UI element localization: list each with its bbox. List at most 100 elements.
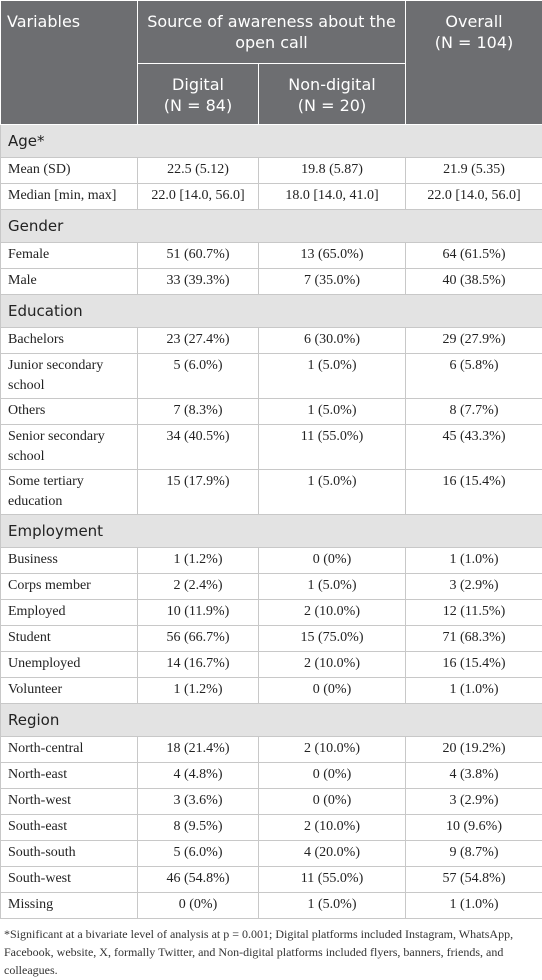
data-row: North-west 3 (3.6%) 0 (0%) 3 (2.9%)	[0, 788, 542, 815]
row-label: Median [min, max]	[0, 183, 138, 210]
data-cell: 33 (39.3%)	[137, 268, 259, 295]
data-cell: 22.0 [14.0, 56.0]	[137, 183, 259, 210]
data-row: Unemployed 14 (16.7%) 2 (10.0%) 16 (15.4%)	[0, 651, 542, 678]
data-cell: 7 (35.0%)	[258, 268, 406, 295]
data-cell: 1 (1.0%)	[405, 547, 542, 574]
section-row: Gender	[0, 209, 542, 243]
header-row: Digital (N = 84) Non-digital (N = 20)	[1, 63, 542, 125]
row-label: Missing	[0, 892, 138, 919]
data-cell: 6 (5.8%)	[405, 353, 542, 399]
header-cell: Digital (N = 84)	[137, 63, 259, 125]
data-cell: 1 (5.0%)	[258, 892, 406, 919]
header-cell: Non-digital (N = 20)	[258, 63, 406, 125]
data-cell: 2 (10.0%)	[258, 651, 406, 678]
data-cell: 5 (6.0%)	[137, 840, 259, 867]
data-cell: 3 (3.6%)	[137, 788, 259, 815]
header-n: (N = 104)	[434, 33, 514, 52]
data-row: Median [min, max] 22.0 [14.0, 56.0] 18.0 […	[0, 183, 542, 210]
data-cell: 2 (10.0%)	[258, 736, 406, 763]
row-label: Male	[0, 268, 138, 295]
data-row: North-central 18 (21.4%) 2 (10.0%) 20 (19.2…	[0, 736, 542, 763]
data-cell: 22.0 [14.0, 56.0]	[405, 183, 542, 210]
data-cell: 2 (10.0%)	[258, 599, 406, 626]
data-cell: 1 (1.0%)	[405, 677, 542, 704]
data-cell: 21.9 (5.35)	[405, 157, 542, 184]
header-label: Non-digital	[288, 75, 376, 94]
data-cell: 12 (11.5%)	[405, 599, 542, 626]
header-cell: Source of awareness about the open call	[137, 0, 406, 64]
data-cell: 1 (5.0%)	[258, 469, 406, 515]
data-cell: 23 (27.4%)	[137, 327, 259, 354]
row-label: North-central	[0, 736, 138, 763]
section-row: Region	[0, 703, 542, 737]
data-row: Business 1 (1.2%) 0 (0%) 1 (1.0%)	[0, 547, 542, 574]
data-cell: 18 (21.4%)	[137, 736, 259, 763]
row-label: South-west	[0, 866, 138, 893]
data-cell: 8 (7.7%)	[405, 398, 542, 425]
data-row: Female 51 (60.7%) 13 (65.0%) 64 (61.5%)	[0, 242, 542, 269]
row-label: Female	[0, 242, 138, 269]
section-row: Age*	[0, 124, 542, 158]
data-cell: 0 (0%)	[258, 677, 406, 704]
table-body: Age* Mean (SD) 22.5 (5.12) 19.8 (5.87) 21.9 …	[0, 124, 542, 919]
data-row: North-east 4 (4.8%) 0 (0%) 4 (3.8%)	[0, 762, 542, 789]
data-cell: 34 (40.5%)	[137, 424, 259, 470]
data-cell: 46 (54.8%)	[137, 866, 259, 893]
data-cell: 57 (54.8%)	[405, 866, 542, 893]
data-row: Employed 10 (11.9%) 2 (10.0%) 12 (11.5%)	[0, 599, 542, 626]
data-cell: 14 (16.7%)	[137, 651, 259, 678]
data-cell: 15 (17.9%)	[137, 469, 259, 515]
header-n: (N = 84)	[163, 96, 233, 115]
data-cell: 40 (38.5%)	[405, 268, 542, 295]
data-row: Senior secondary school 34 (40.5%) 11 (55.…	[0, 424, 542, 470]
row-label: Mean (SD)	[0, 157, 138, 184]
data-cell: 15 (75.0%)	[258, 625, 406, 652]
data-cell: 16 (15.4%)	[405, 651, 542, 678]
data-cell: 19.8 (5.87)	[258, 157, 406, 184]
header-cell: Variables	[0, 0, 138, 125]
header-row: Variables Source of awareness about the …	[0, 0, 542, 125]
data-cell: 9 (8.7%)	[405, 840, 542, 867]
data-cell: 22.5 (5.12)	[137, 157, 259, 184]
data-cell: 71 (68.3%)	[405, 625, 542, 652]
data-cell: 0 (0%)	[258, 762, 406, 789]
data-cell: 6 (30.0%)	[258, 327, 406, 354]
data-cell: 29 (27.9%)	[405, 327, 542, 354]
row-label: Employed	[0, 599, 138, 626]
data-cell: 10 (9.6%)	[405, 814, 542, 841]
data-row: South-west 46 (54.8%) 11 (55.0%) 57 (54.8%)	[0, 866, 542, 893]
data-cell: 45 (43.3%)	[405, 424, 542, 470]
section-title: Education	[0, 294, 542, 328]
data-cell: 0 (0%)	[258, 547, 406, 574]
row-label: Bachelors	[0, 327, 138, 354]
data-row: Student 56 (66.7%) 15 (75.0%) 71 (68.3%)	[0, 625, 542, 652]
data-row: South-south 5 (6.0%) 4 (20.0%) 9 (8.7%)	[0, 840, 542, 867]
data-row: Missing 0 (0%) 1 (5.0%) 1 (1.0%)	[0, 892, 542, 919]
section-title: Region	[0, 703, 542, 737]
data-cell: 11 (55.0%)	[258, 866, 406, 893]
data-row: South-east 8 (9.5%) 2 (10.0%) 10 (9.6%)	[0, 814, 542, 841]
data-cell: 4 (20.0%)	[258, 840, 406, 867]
section-title: Gender	[0, 209, 542, 243]
data-row: Others 7 (8.3%) 1 (5.0%) 8 (7.7%)	[0, 398, 542, 425]
header-n: (N = 20)	[297, 96, 367, 115]
data-cell: 0 (0%)	[258, 788, 406, 815]
data-cell: 16 (15.4%)	[405, 469, 542, 515]
data-cell: 1 (1.2%)	[137, 547, 259, 574]
data-row: Corps member 2 (2.4%) 1 (5.0%) 3 (2.9%)	[0, 573, 542, 600]
data-row: Junior secondary school 5 (6.0%) 1 (5.0%) 6…	[0, 353, 542, 399]
data-cell: 51 (60.7%)	[137, 242, 259, 269]
data-cell: 7 (8.3%)	[137, 398, 259, 425]
header-cell: Overall (N = 104)	[405, 0, 542, 125]
data-cell: 1 (5.0%)	[258, 573, 406, 600]
data-row: Some tertiary education 15 (17.9%) 1 (5.0%…	[0, 469, 542, 515]
section-title: Age*	[0, 124, 542, 158]
data-row: Bachelors 23 (27.4%) 6 (30.0%) 29 (27.9%)	[0, 327, 542, 354]
data-cell: 4 (4.8%)	[137, 762, 259, 789]
data-cell: 64 (61.5%)	[405, 242, 542, 269]
footnote: *Significant at a bivariate level of ana…	[4, 927, 514, 977]
data-cell: 3 (2.9%)	[405, 573, 542, 600]
row-label: Others	[0, 398, 138, 425]
row-label: Unemployed	[0, 651, 138, 678]
